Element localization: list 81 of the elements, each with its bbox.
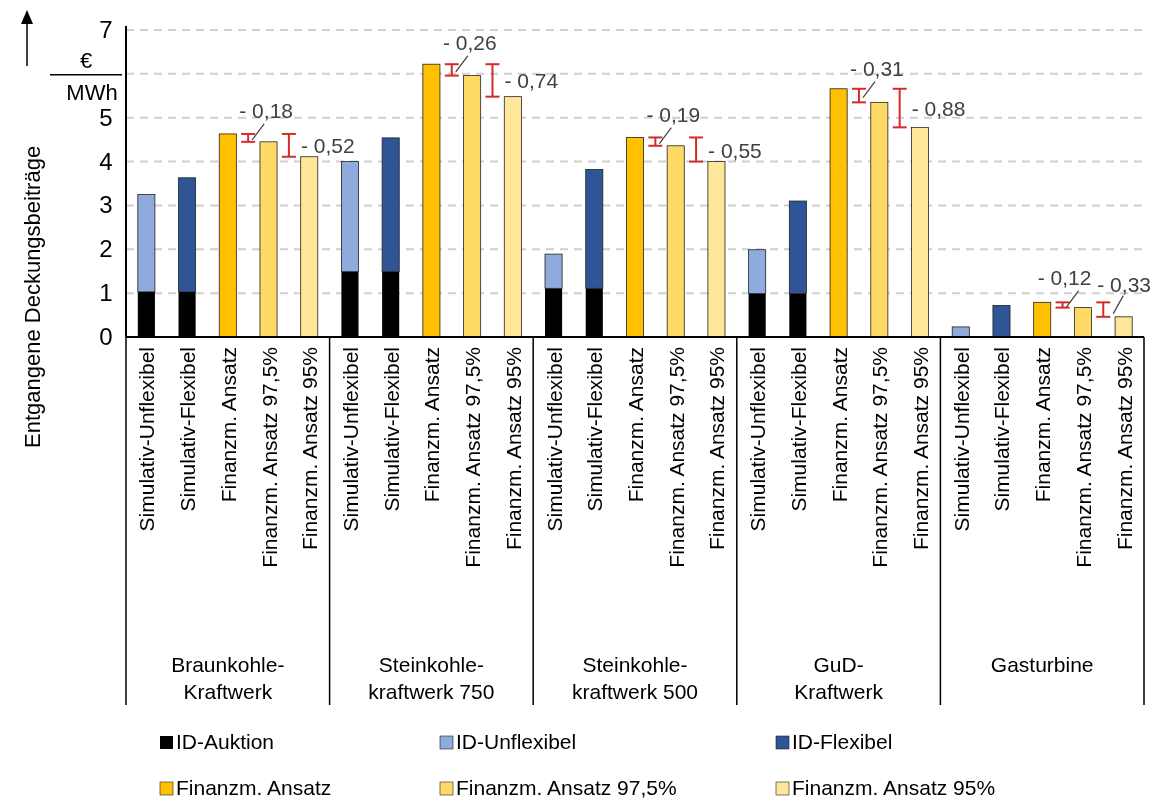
x-tick-label: Finanzm. Ansatz 95% <box>705 347 729 551</box>
bar <box>300 156 319 338</box>
bar <box>422 63 441 338</box>
x-tick-label: Simulativ-Unflexibel <box>746 347 770 532</box>
bar <box>951 326 970 338</box>
x-tick-label: Finanzm. Ansatz 97,5% <box>257 347 281 568</box>
text: € <box>79 47 93 73</box>
x-tick-label: Finanzm. Ansatz 95% <box>501 347 525 551</box>
legend-label: ID-Unflexibel <box>456 730 577 753</box>
y-tick-label: 4 <box>99 147 113 175</box>
bar <box>992 305 1011 338</box>
text: Braunkohle- Kraftwerk <box>171 653 285 703</box>
x-tick-label: Simulativ-Flexibel <box>176 347 200 512</box>
x-tick-label: Finanzm. Ansatz 97,5% <box>461 347 485 568</box>
y-tick-label: 1 <box>99 279 113 307</box>
bar <box>626 137 644 338</box>
x-tick-label: Simulativ-Unflexibel <box>949 347 973 532</box>
x-tick-label: Finanzm. Ansatz 95% <box>909 347 933 551</box>
text: Steinkohle- kraftwerk 500 <box>571 653 699 703</box>
bar <box>341 161 359 273</box>
x-tick-label: Finanzm. Ansatz 97,5% <box>868 347 892 568</box>
annotation: - 0,52 <box>300 134 355 158</box>
text: Steinkohle- kraftwerk 750 <box>368 653 495 703</box>
annotation: - 0,26 <box>442 30 497 54</box>
x-tick-label: Finanzm. Ansatz 95% <box>1112 347 1136 551</box>
bar <box>137 194 156 293</box>
annotation: - 0,55 <box>708 138 762 162</box>
bar <box>381 137 400 273</box>
text: Gasturbine <box>990 653 1094 676</box>
legend-label: Finanzm. Ansatz 95% <box>792 776 996 799</box>
bar <box>829 88 848 338</box>
annotation: - 0,88 <box>911 97 966 121</box>
bar <box>666 145 685 338</box>
bar <box>911 126 929 338</box>
x-tick-label: Finanzm. Ansatz <box>827 347 851 503</box>
y-tick-label: 3 <box>99 191 113 219</box>
bar <box>748 249 767 294</box>
x-tick-label: Finanzm. Ansatz 97,5% <box>1071 347 1095 568</box>
annotation: - 0,12 <box>1037 265 1092 289</box>
annotation: - 0,33 <box>1097 272 1151 296</box>
x-tick-label: Simulativ-Unflexibel <box>542 347 566 532</box>
text: MWh <box>66 79 118 105</box>
bar <box>503 96 522 338</box>
bar <box>585 169 604 289</box>
bar <box>788 200 807 294</box>
legend-label: Finanzm. Ansatz 97,5% <box>456 776 677 799</box>
annotation: - 0,18 <box>239 98 294 122</box>
x-tick-label: Finanzm. Ansatz 95% <box>298 347 322 551</box>
bar <box>1114 316 1133 338</box>
bar <box>1033 301 1052 338</box>
bar <box>463 75 482 338</box>
legend-label: Finanzm. Ansatz <box>176 776 332 799</box>
y-tick-label: 7 <box>99 16 113 43</box>
annotation: - 0,74 <box>504 69 559 93</box>
bar <box>178 177 197 293</box>
y-axis-title: Entgangene Deckungsbeiträge <box>20 145 45 448</box>
legend-label: ID-Flexibel <box>792 730 893 753</box>
bar <box>259 141 278 338</box>
x-tick-label: Simulativ-Flexibel <box>583 347 607 512</box>
y-tick-label: 0 <box>99 323 113 350</box>
text: GuD- Kraftwerk <box>794 653 884 703</box>
bar <box>870 101 889 338</box>
y-tick-label: 2 <box>99 235 113 263</box>
x-tick-label: Finanzm. Ansatz <box>420 347 444 503</box>
legend-label: ID-Auktion <box>176 730 275 753</box>
x-tick-label: Simulativ-Flexibel <box>379 347 403 512</box>
x-tick-label: Simulativ-Unflexibel <box>135 347 159 532</box>
x-tick-label: Finanzm. Ansatz <box>1031 347 1055 503</box>
bar <box>218 133 237 338</box>
y-tick-label: 5 <box>99 103 113 131</box>
bar <box>707 161 726 338</box>
x-tick-label: Finanzm. Ansatz <box>624 347 647 503</box>
x-tick-label: Simulativ-Flexibel <box>786 347 810 512</box>
x-tick-label: Finanzm. Ansatz <box>216 347 240 503</box>
bar <box>544 253 563 289</box>
bar <box>1073 307 1092 338</box>
x-tick-label: Simulativ-Unflexibel <box>338 347 362 532</box>
x-tick-label: Simulativ-Flexibel <box>990 347 1014 512</box>
annotation: - 0,19 <box>646 102 701 126</box>
annotation: - 0,31 <box>850 56 904 80</box>
x-tick-label: Finanzm. Ansatz 97,5% <box>664 347 688 568</box>
